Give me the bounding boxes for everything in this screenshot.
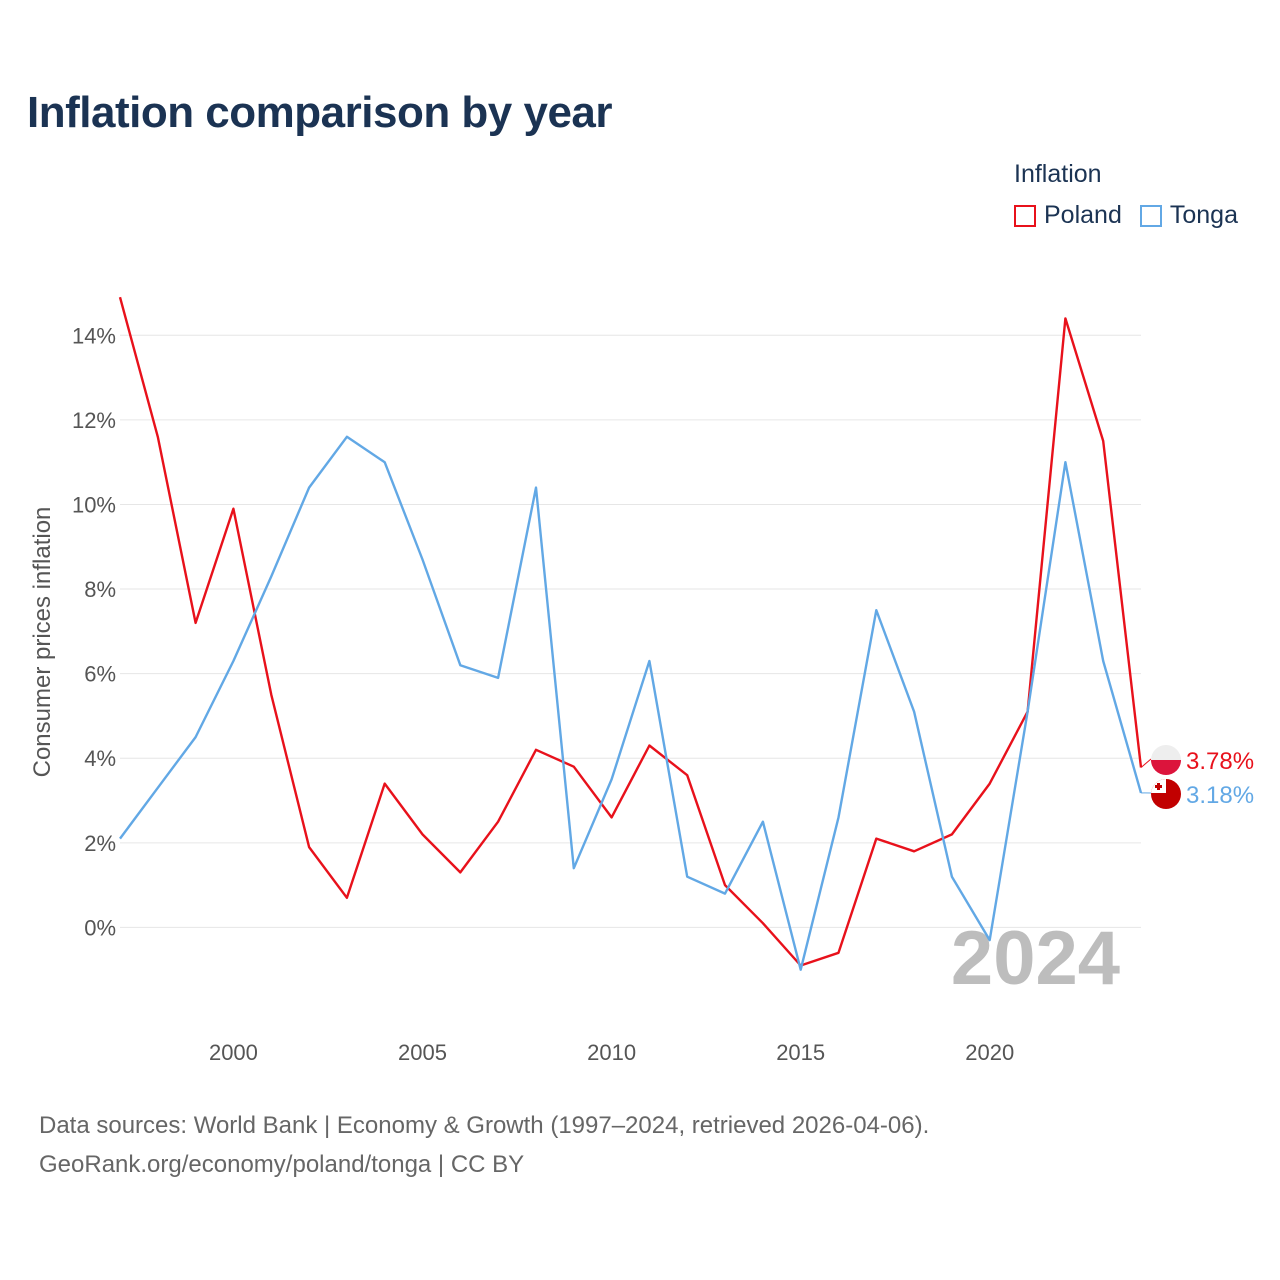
- data-point-poland[interactable]: [495, 819, 501, 825]
- legend-swatch-tonga: [1139, 204, 1162, 227]
- data-point-tonga[interactable]: [306, 485, 312, 491]
- x-tick-label: 2015: [776, 1040, 825, 1065]
- data-point-poland[interactable]: [835, 950, 841, 956]
- data-point-poland[interactable]: [1062, 315, 1068, 321]
- x-tick-label: 2000: [209, 1040, 258, 1065]
- data-point-tonga[interactable]: [798, 967, 804, 973]
- data-point-tonga[interactable]: [420, 556, 426, 562]
- legend-title: Inflation: [1014, 160, 1102, 188]
- chart-plot: 0% 2% 4% 6% 8% 10% 12% 14% 2000 2005 2010 2015 2020…: [29, 294, 1254, 1065]
- data-point-poland[interactable]: [155, 434, 161, 440]
- data-point-poland[interactable]: [760, 920, 766, 926]
- data-point-tonga[interactable]: [382, 459, 388, 465]
- chart-title: Inflation comparison by year: [27, 88, 613, 137]
- data-point-tonga[interactable]: [495, 675, 501, 681]
- data-point-tonga[interactable]: [571, 865, 577, 871]
- data-point-poland[interactable]: [420, 831, 426, 837]
- data-point-tonga[interactable]: [1062, 459, 1068, 465]
- data-point-poland[interactable]: [609, 814, 615, 820]
- data-point-poland[interactable]: [949, 831, 955, 837]
- current-year-label: 2024: [951, 916, 1120, 1001]
- data-point-tonga[interactable]: [268, 573, 274, 579]
- legend: Inflation Poland Tonga: [1014, 160, 1256, 230]
- legend-label-tonga: Tonga: [1169, 201, 1238, 229]
- legend-label-poland: Poland: [1044, 201, 1122, 229]
- x-tick-label: 2020: [965, 1040, 1014, 1065]
- data-point-tonga[interactable]: [609, 776, 615, 782]
- data-point-poland[interactable]: [684, 772, 690, 778]
- x-tick-labels: 2000 2005 2010 2015 2020: [209, 1040, 1014, 1065]
- end-labels: 3.78% 3.18%: [1140, 745, 1254, 809]
- data-point-poland[interactable]: [344, 895, 350, 901]
- y-tick-label: 6%: [84, 662, 116, 687]
- x-tick-label: 2005: [398, 1040, 447, 1065]
- data-point-poland[interactable]: [1100, 438, 1106, 444]
- legend-item-poland[interactable]: Poland: [1014, 201, 1122, 230]
- data-point-poland[interactable]: [533, 747, 539, 753]
- data-point-tonga[interactable]: [684, 874, 690, 880]
- data-point-tonga[interactable]: [722, 891, 728, 897]
- data-point-tonga[interactable]: [117, 836, 123, 842]
- data-point-poland[interactable]: [457, 869, 463, 875]
- data-point-tonga[interactable]: [344, 434, 350, 440]
- data-point-tonga[interactable]: [646, 658, 652, 664]
- data-point-poland[interactable]: [571, 764, 577, 770]
- data-point-poland[interactable]: [646, 743, 652, 749]
- data-point-tonga[interactable]: [533, 485, 539, 491]
- data-point-tonga[interactable]: [760, 819, 766, 825]
- data-point-poland[interactable]: [911, 848, 917, 854]
- data-point-poland[interactable]: [268, 692, 274, 698]
- data-point-tonga[interactable]: [1025, 709, 1031, 715]
- series-line-tonga[interactable]: [119, 435, 1143, 971]
- data-point-poland[interactable]: [306, 844, 312, 850]
- series-line-poland[interactable]: [118, 296, 1143, 967]
- data-point-tonga[interactable]: [949, 874, 955, 880]
- legend-swatch-poland: [1014, 204, 1036, 227]
- y-tick-labels: 0% 2% 4% 6% 8% 10% 12% 14%: [72, 323, 116, 940]
- source-line-1: Data sources: World Bank | Economy & Gro…: [39, 1112, 930, 1139]
- data-point-poland[interactable]: [117, 294, 123, 300]
- data-point-poland[interactable]: [987, 781, 993, 787]
- y-tick-label: 12%: [72, 408, 116, 433]
- y-tick-label: 2%: [84, 831, 116, 856]
- y-tick-label: 4%: [84, 746, 116, 771]
- data-point-poland[interactable]: [193, 620, 199, 626]
- y-tick-label: 0%: [84, 915, 116, 940]
- data-point-poland[interactable]: [230, 506, 236, 512]
- data-point-tonga[interactable]: [457, 662, 463, 668]
- x-tick-label: 2010: [587, 1040, 636, 1065]
- data-point-tonga[interactable]: [230, 658, 236, 664]
- data-point-poland[interactable]: [382, 781, 388, 787]
- data-point-poland[interactable]: [873, 836, 879, 842]
- data-point-tonga[interactable]: [193, 734, 199, 740]
- series-lines: [117, 294, 1143, 973]
- end-label-tonga: 3.18%: [1186, 782, 1254, 809]
- y-tick-label: 10%: [72, 492, 116, 517]
- poland-flag-icon: [1151, 745, 1181, 775]
- data-point-tonga[interactable]: [835, 814, 841, 820]
- data-point-tonga[interactable]: [155, 785, 161, 791]
- end-connector-poland: [1140, 758, 1152, 768]
- source-note: Data sources: World Bank | Economy & Gro…: [39, 1106, 929, 1184]
- data-point-tonga[interactable]: [911, 709, 917, 715]
- source-line-2[interactable]: GeoRank.org/economy/poland/tonga | CC BY: [39, 1151, 525, 1178]
- end-label-poland: 3.78%: [1186, 748, 1254, 775]
- legend-item-tonga[interactable]: Tonga: [1139, 201, 1238, 230]
- data-point-tonga[interactable]: [873, 607, 879, 613]
- grid-lines: [120, 334, 1141, 928]
- y-tick-label: 14%: [72, 323, 116, 348]
- tonga-flag-icon: [1151, 779, 1181, 809]
- y-axis-title: Consumer prices inflation: [29, 507, 56, 778]
- y-tick-label: 8%: [84, 577, 116, 602]
- data-point-tonga[interactable]: [987, 937, 993, 943]
- data-point-tonga[interactable]: [1100, 658, 1106, 664]
